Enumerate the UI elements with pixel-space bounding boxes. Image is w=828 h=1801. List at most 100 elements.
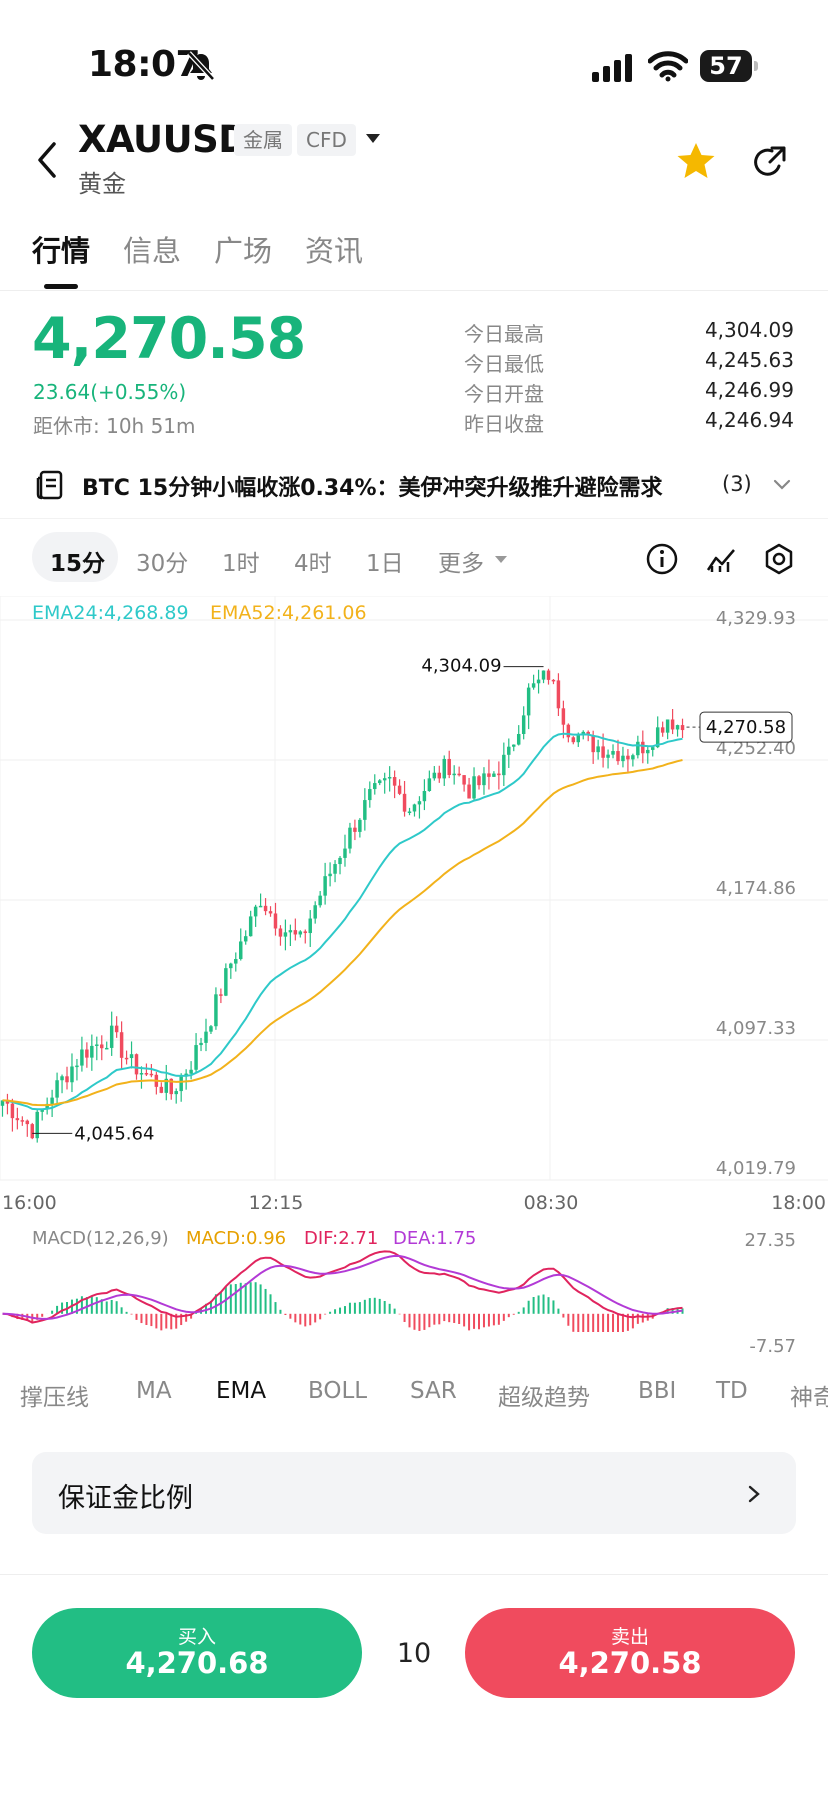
- candle-body: [606, 754, 610, 758]
- candle-body: [427, 778, 432, 792]
- candle-body: [482, 773, 486, 786]
- candle-body: [55, 1080, 59, 1098]
- candle-body: [25, 1120, 30, 1125]
- candle-body: [239, 941, 243, 960]
- candle-body: [402, 793, 407, 812]
- candle-body: [392, 777, 397, 786]
- candle-body: [556, 680, 561, 709]
- candle-body: [521, 715, 526, 735]
- high-marker-label: 4,304.09: [421, 656, 501, 677]
- margin-ratio-card[interactable]: [32, 1452, 796, 1534]
- buy-price: 4,270.68: [125, 1646, 269, 1680]
- candle-body: [313, 905, 317, 919]
- candle-body: [263, 905, 268, 912]
- candle-body: [596, 746, 600, 753]
- timeframe-30m[interactable]: 30分: [136, 551, 189, 577]
- chevron-down-icon[interactable]: [772, 474, 792, 494]
- candle-body: [601, 746, 605, 758]
- candle-body: [159, 1086, 164, 1093]
- candle-body: [432, 772, 437, 779]
- candle-body: [149, 1073, 154, 1076]
- timeframe-1h[interactable]: 1时: [222, 551, 260, 577]
- candle-body: [591, 735, 595, 753]
- y-tick-label: 4,329.93: [716, 608, 796, 629]
- candle-body: [234, 959, 238, 964]
- ema52-legend: EMA52:4,261.06: [210, 602, 367, 624]
- x-tick-label: 18:00: [771, 1192, 826, 1214]
- candle-body: [278, 928, 283, 937]
- candle-body: [348, 827, 352, 849]
- tab-quotes[interactable]: 行情: [32, 234, 91, 268]
- stat-value-low: 4,245.63: [704, 348, 794, 372]
- info-icon[interactable]: [645, 542, 679, 576]
- candle-body: [90, 1045, 94, 1058]
- candle-body: [169, 1078, 173, 1095]
- candle-body: [447, 758, 451, 776]
- indicator-supertrend[interactable]: 超级趋势: [498, 1385, 590, 1411]
- indicator-ema[interactable]: EMA: [216, 1378, 267, 1404]
- candle-body: [492, 773, 496, 777]
- share-icon[interactable]: [752, 144, 788, 180]
- indicator-magic[interactable]: 神奇: [790, 1385, 828, 1411]
- candle-body: [10, 1103, 15, 1119]
- tab-info[interactable]: 信息: [123, 234, 182, 268]
- spread-value: 10: [396, 1638, 432, 1669]
- wifi-icon: [648, 51, 688, 82]
- bell-muted-icon: [187, 51, 215, 81]
- tab-news[interactable]: 资讯: [305, 234, 364, 268]
- timeframe-15m[interactable]: 15分: [50, 551, 106, 577]
- candle-body: [119, 1032, 124, 1058]
- dea-line: [2, 1254, 683, 1320]
- candle-body: [199, 1042, 203, 1046]
- price-chart[interactable]: 4,329.93 4,252.40 4,174.86 4,097.33 4,019.79…: [0, 596, 828, 1376]
- candle-body: [109, 1025, 114, 1048]
- tab-square[interactable]: 广场: [214, 234, 273, 268]
- candle-body: [422, 791, 427, 802]
- macd-legend-title: MACD(12,26,9): [32, 1228, 169, 1249]
- dif-line: [2, 1250, 683, 1324]
- symbol-dropdown-icon[interactable]: [366, 134, 380, 143]
- settings-gear-icon[interactable]: [762, 542, 796, 576]
- ema24-legend: EMA24:4,268.89: [32, 602, 189, 624]
- indicator-chart-icon[interactable]: [704, 542, 738, 576]
- stat-value-prev-close: 4,246.94: [704, 408, 794, 432]
- indicator-boll[interactable]: BOLL: [308, 1378, 368, 1404]
- stat-value-open: 4,246.99: [704, 378, 794, 402]
- sell-button[interactable]: 卖出 4,270.58: [465, 1608, 795, 1698]
- candle-body: [412, 804, 417, 812]
- news-document-icon: [36, 470, 63, 500]
- candle-body: [338, 857, 342, 865]
- timeframe-more[interactable]: 更多: [438, 551, 484, 577]
- indicator-ma[interactable]: MA: [136, 1378, 172, 1404]
- candle-body: [85, 1049, 89, 1058]
- candle-body: [507, 746, 511, 755]
- battery-nub: [754, 61, 758, 71]
- timeframe-4h[interactable]: 4时: [294, 551, 332, 577]
- candle-body: [129, 1054, 134, 1059]
- last-price: 4,270.58: [32, 306, 306, 372]
- candle-body: [288, 930, 293, 933]
- candle-body: [531, 683, 536, 688]
- price-change: 23.64(+0.55%): [33, 380, 187, 404]
- candle-body: [526, 687, 531, 716]
- candle-body: [551, 679, 556, 682]
- indicator-sar[interactable]: SAR: [410, 1378, 457, 1404]
- active-tab-indicator: [44, 284, 78, 289]
- candle-body: [100, 1044, 104, 1049]
- candle-body: [516, 734, 521, 745]
- stat-label-open: 今日开盘: [464, 382, 544, 406]
- timeframe-1d[interactable]: 1日: [366, 551, 404, 577]
- candle-body: [546, 670, 551, 680]
- candle-body: [70, 1066, 74, 1083]
- candle-body: [477, 776, 481, 786]
- indicator-bbi[interactable]: BBI: [638, 1378, 677, 1404]
- indicator-support-resistance[interactable]: 撑压线: [20, 1385, 89, 1411]
- last-price-tag: [699, 711, 793, 743]
- market-close-countdown: 距休市: 10h 51m: [33, 414, 196, 438]
- candle-body: [650, 747, 655, 750]
- back-arrow-icon[interactable]: [32, 140, 62, 180]
- indicator-td[interactable]: TD: [716, 1378, 748, 1404]
- favorite-star-icon[interactable]: [676, 142, 716, 180]
- buy-button[interactable]: 买入 4,270.68: [32, 1608, 362, 1698]
- news-headline[interactable]: BTC 15分钟小幅收涨0.34%：美伊冲突升级推升避险需求: [82, 476, 663, 501]
